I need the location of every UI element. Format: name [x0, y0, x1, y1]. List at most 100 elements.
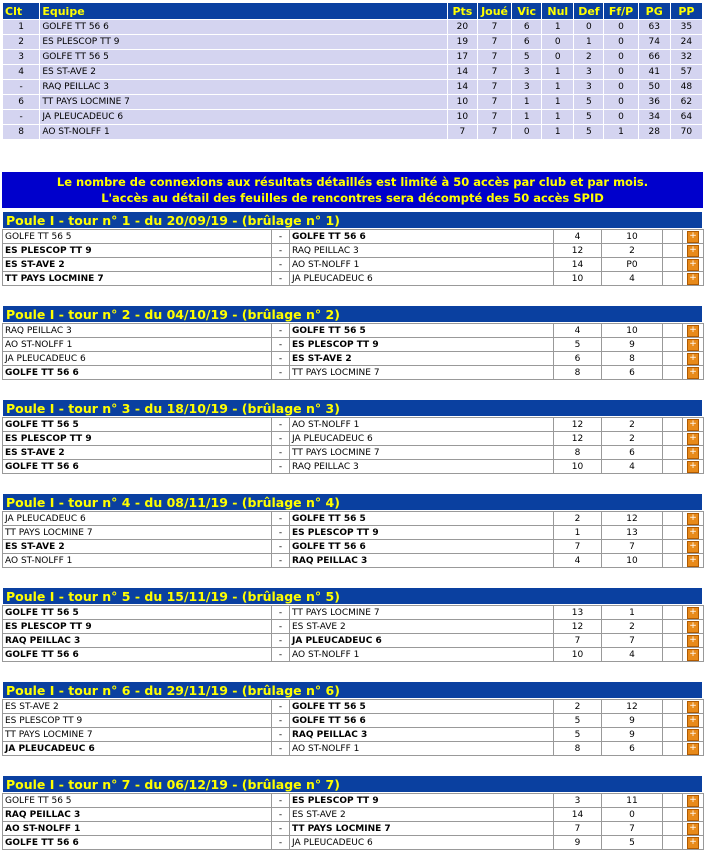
home-team[interactable]: TT PAYS LOCMINE 7: [2, 271, 272, 286]
home-team[interactable]: GOLFE TT 56 5: [2, 605, 272, 620]
away-team[interactable]: ES ST-AVE 2: [289, 807, 554, 822]
away-score: 9: [601, 713, 663, 728]
home-team[interactable]: TT PAYS LOCMINE 7: [2, 727, 272, 742]
home-team[interactable]: ES PLESCOP TT 9: [2, 713, 272, 728]
standings-cell-equipe[interactable]: JA PLEUCADEUC 6: [39, 109, 448, 125]
away-team[interactable]: ES ST-AVE 2: [289, 351, 554, 366]
plus-icon[interactable]: +: [687, 446, 699, 459]
plus-icon[interactable]: +: [687, 742, 699, 755]
away-team[interactable]: TT PAYS LOCMINE 7: [289, 365, 554, 380]
home-team[interactable]: JA PLEUCADEUC 6: [2, 511, 272, 526]
plus-icon[interactable]: +: [687, 822, 699, 835]
away-team[interactable]: GOLFE TT 56 6: [289, 713, 554, 728]
away-team[interactable]: GOLFE TT 56 6: [289, 229, 554, 244]
plus-icon[interactable]: +: [687, 230, 699, 243]
standings-cell-equipe[interactable]: AO ST-NOLFF 1: [39, 124, 448, 140]
plus-icon[interactable]: +: [687, 512, 699, 525]
plus-icon[interactable]: +: [687, 526, 699, 539]
plus-icon[interactable]: +: [687, 606, 699, 619]
plus-icon[interactable]: +: [687, 634, 699, 647]
away-team[interactable]: TT PAYS LOCMINE 7: [289, 821, 554, 836]
plus-icon[interactable]: +: [687, 794, 699, 807]
home-team[interactable]: AO ST-NOLFF 1: [2, 337, 272, 352]
plus-icon[interactable]: +: [687, 540, 699, 553]
away-team[interactable]: GOLFE TT 56 5: [289, 323, 554, 338]
round-title: Poule I - tour n° 1 - du 20/09/19 - (brû…: [2, 211, 703, 229]
home-team[interactable]: AO ST-NOLFF 1: [2, 553, 272, 568]
away-team[interactable]: JA PLEUCADEUC 6: [289, 431, 554, 446]
plus-icon[interactable]: +: [687, 700, 699, 713]
plus-icon[interactable]: +: [687, 324, 699, 337]
away-team[interactable]: RAQ PEILLAC 3: [289, 727, 554, 742]
plus-icon[interactable]: +: [687, 554, 699, 567]
away-team[interactable]: ES PLESCOP TT 9: [289, 793, 554, 808]
standings-cell-def: 2: [573, 49, 605, 65]
away-team[interactable]: TT PAYS LOCMINE 7: [289, 445, 554, 460]
home-team[interactable]: JA PLEUCADEUC 6: [2, 741, 272, 756]
home-team[interactable]: RAQ PEILLAC 3: [2, 633, 272, 648]
home-team[interactable]: TT PAYS LOCMINE 7: [2, 525, 272, 540]
away-team[interactable]: GOLFE TT 56 5: [289, 511, 554, 526]
plus-icon[interactable]: +: [687, 272, 699, 285]
home-team[interactable]: RAQ PEILLAC 3: [2, 323, 272, 338]
plus-icon[interactable]: +: [687, 836, 699, 849]
plus-icon[interactable]: +: [687, 620, 699, 633]
plus-icon[interactable]: +: [687, 338, 699, 351]
away-team[interactable]: JA PLEUCADEUC 6: [289, 835, 554, 850]
away-team[interactable]: AO ST-NOLFF 1: [289, 741, 554, 756]
away-team[interactable]: AO ST-NOLFF 1: [289, 257, 554, 272]
standings-cell-joue: 7: [476, 109, 513, 125]
home-team[interactable]: AO ST-NOLFF 1: [2, 821, 272, 836]
home-team[interactable]: ES PLESCOP TT 9: [2, 619, 272, 634]
plus-icon[interactable]: +: [687, 728, 699, 741]
away-team[interactable]: RAQ PEILLAC 3: [289, 243, 554, 258]
plus-icon[interactable]: +: [687, 460, 699, 473]
home-team[interactable]: JA PLEUCADEUC 6: [2, 351, 272, 366]
home-team[interactable]: GOLFE TT 56 5: [2, 229, 272, 244]
match-detail-cell: +: [682, 539, 704, 554]
away-team[interactable]: RAQ PEILLAC 3: [289, 459, 554, 474]
home-team[interactable]: GOLFE TT 56 5: [2, 417, 272, 432]
away-team[interactable]: AO ST-NOLFF 1: [289, 647, 554, 662]
standings-cell-equipe[interactable]: RAQ PEILLAC 3: [39, 79, 448, 95]
plus-icon[interactable]: +: [687, 648, 699, 661]
plus-icon[interactable]: +: [687, 366, 699, 379]
home-team[interactable]: ES PLESCOP TT 9: [2, 243, 272, 258]
round-matches-table: JA PLEUCADEUC 6- GOLFE TT 56 5 2 12 + TT PAYS…: [2, 511, 704, 568]
plus-icon[interactable]: +: [687, 714, 699, 727]
away-team[interactable]: AO ST-NOLFF 1: [289, 417, 554, 432]
away-team[interactable]: RAQ PEILLAC 3: [289, 553, 554, 568]
plus-icon[interactable]: +: [687, 244, 699, 257]
home-score: 9: [553, 835, 602, 850]
away-team[interactable]: JA PLEUCADEUC 6: [289, 271, 554, 286]
home-team[interactable]: GOLFE TT 56 6: [2, 835, 272, 850]
plus-icon[interactable]: +: [687, 352, 699, 365]
home-team[interactable]: RAQ PEILLAC 3: [2, 807, 272, 822]
standings-cell-equipe[interactable]: GOLFE TT 56 6: [39, 19, 448, 35]
away-team[interactable]: GOLFE TT 56 6: [289, 539, 554, 554]
away-team[interactable]: GOLFE TT 56 5: [289, 699, 554, 714]
plus-icon[interactable]: +: [687, 808, 699, 821]
plus-icon[interactable]: +: [687, 418, 699, 431]
away-team[interactable]: ES ST-AVE 2: [289, 619, 554, 634]
away-team[interactable]: TT PAYS LOCMINE 7: [289, 605, 554, 620]
home-team[interactable]: GOLFE TT 56 5: [2, 793, 272, 808]
home-team[interactable]: ES ST-AVE 2: [2, 539, 272, 554]
standings-cell-equipe[interactable]: ES ST-AVE 2: [39, 64, 448, 80]
home-team[interactable]: ES PLESCOP TT 9: [2, 431, 272, 446]
home-team[interactable]: ES ST-AVE 2: [2, 699, 272, 714]
home-team[interactable]: ES ST-AVE 2: [2, 257, 272, 272]
standings-header-row: Clt Equipe Pts Joué Vic Nul Def Ff/P PG …: [1, 2, 704, 20]
standings-cell-equipe[interactable]: ES PLESCOP TT 9: [39, 34, 448, 50]
standings-cell-equipe[interactable]: GOLFE TT 56 5: [39, 49, 448, 65]
home-team[interactable]: GOLFE TT 56 6: [2, 647, 272, 662]
away-team[interactable]: JA PLEUCADEUC 6: [289, 633, 554, 648]
plus-icon[interactable]: +: [687, 258, 699, 271]
plus-icon[interactable]: +: [687, 432, 699, 445]
standings-cell-equipe[interactable]: TT PAYS LOCMINE 7: [39, 94, 448, 110]
home-team[interactable]: ES ST-AVE 2: [2, 445, 272, 460]
home-team[interactable]: GOLFE TT 56 6: [2, 365, 272, 380]
away-team[interactable]: ES PLESCOP TT 9: [289, 337, 554, 352]
home-team[interactable]: GOLFE TT 56 6: [2, 459, 272, 474]
away-team[interactable]: ES PLESCOP TT 9: [289, 525, 554, 540]
